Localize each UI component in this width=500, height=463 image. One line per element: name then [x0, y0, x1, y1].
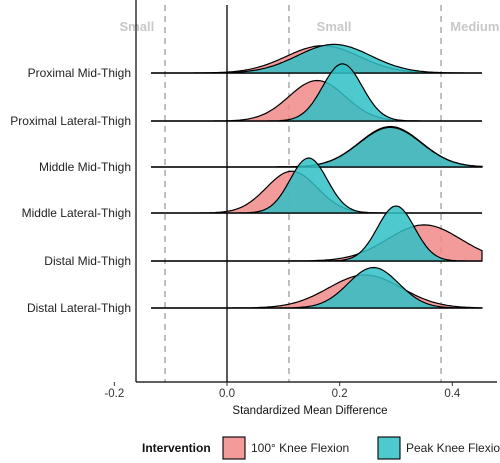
ridge-row-1: Proximal Lateral-Thigh [10, 63, 482, 128]
row-label: Middle Lateral-Thigh [22, 206, 131, 220]
row-label: Distal Lateral-Thigh [27, 301, 131, 315]
row-label: Proximal Lateral-Thigh [10, 114, 131, 128]
effect-label-0: Small [120, 19, 155, 34]
row-label: Middle Mid-Thigh [39, 160, 131, 174]
legend-title: Intervention [142, 441, 211, 455]
effect-label-1: Small [317, 19, 352, 34]
x-tick-label: 0.2 [332, 388, 348, 400]
row-label: Proximal Mid-Thigh [28, 66, 131, 80]
x-tick-label: -0.2 [104, 388, 124, 400]
ridge-row-3: Middle Lateral-Thigh [22, 157, 482, 220]
ridge-row-5: Distal Lateral-Thigh [27, 266, 483, 315]
density-knee-peak [151, 43, 482, 74]
legend: Intervention 100° Knee Flexion Peak Knee F… [142, 436, 500, 460]
density-knee-peak [151, 126, 483, 168]
density-knee-peak [151, 157, 482, 214]
ridge-row-0: Proximal Mid-Thigh [28, 43, 482, 80]
x-tick-label: 0.0 [219, 388, 235, 400]
axes: -0.20.00.20.40.6Standardized Mean Differ… [104, 0, 497, 417]
x-axis-title: Standardized Mean Difference [232, 405, 387, 417]
x-tick-label: 0.4 [444, 388, 461, 400]
row-label: Distal Mid-Thigh [44, 254, 131, 268]
legend-label-knee-100: 100° Knee Flexion [251, 441, 349, 455]
ridge-row-2: Middle Mid-Thigh [39, 125, 483, 174]
effect-label-2: Medium [450, 19, 499, 34]
density-knee-100 [151, 274, 483, 309]
legend-key-knee-peak [377, 436, 401, 460]
legend-key-knee-100 [222, 436, 246, 460]
density-ridges: Proximal Mid-Thigh Proximal Lateral-Thigh… [10, 43, 483, 315]
density-knee-peak [151, 266, 482, 309]
density-knee-peak [151, 63, 482, 122]
ridge-row-4: Distal Mid-Thigh [44, 205, 483, 268]
density-knee-peak [151, 205, 482, 262]
legend-label-knee-peak: Peak Knee Flexion [406, 441, 500, 455]
effect-size-labels: Small Small Medium [120, 19, 500, 34]
